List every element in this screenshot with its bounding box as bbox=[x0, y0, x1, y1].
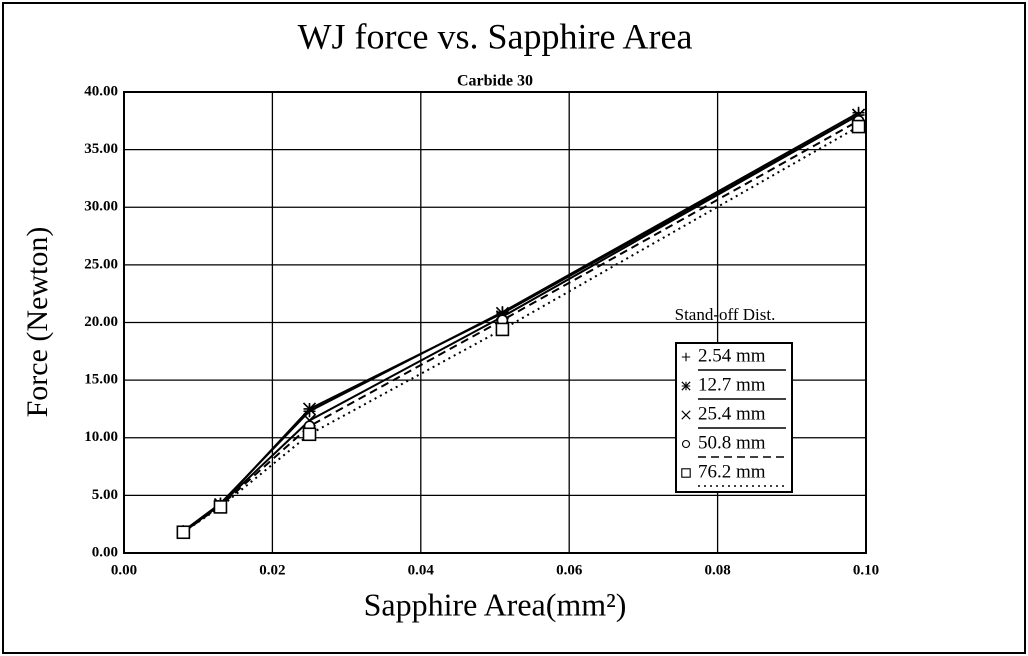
marker bbox=[302, 402, 317, 416]
legend-label: 25.4 mm bbox=[698, 403, 766, 424]
y-tick-label: 10.00 bbox=[84, 429, 118, 445]
y-axis-label: Force (Newton) bbox=[21, 227, 54, 418]
marker-shape bbox=[302, 402, 317, 416]
x-tick-label: 0.10 bbox=[853, 562, 879, 578]
marker bbox=[495, 322, 510, 337]
legend-label: 76.2 mm bbox=[698, 461, 766, 482]
marker bbox=[681, 381, 691, 391]
marker bbox=[681, 410, 691, 420]
marker-shape bbox=[681, 352, 691, 362]
marker-shape bbox=[851, 119, 866, 134]
y-tick-label: 35.00 bbox=[84, 141, 118, 157]
y-tick-label: 25.00 bbox=[84, 256, 118, 272]
marker bbox=[681, 439, 691, 449]
x-tick-label: 0.00 bbox=[111, 562, 137, 578]
marker bbox=[176, 525, 191, 540]
marker-shape bbox=[681, 381, 691, 391]
legend-title: Stand-off Dist. bbox=[675, 305, 776, 324]
marker-shape bbox=[681, 410, 691, 420]
marker bbox=[213, 500, 228, 514]
chart-subtitle: Carbide 30 bbox=[457, 73, 533, 90]
legend-box bbox=[675, 342, 793, 493]
marker-shape bbox=[176, 525, 191, 540]
series-line bbox=[182, 125, 860, 534]
x-tick-label: 0.02 bbox=[259, 562, 285, 578]
y-tick-label: 5.00 bbox=[92, 487, 118, 503]
marker-shape bbox=[302, 427, 317, 442]
marker-shape bbox=[495, 322, 510, 337]
x-tick-label: 0.04 bbox=[408, 562, 435, 578]
x-tick-label: 0.08 bbox=[704, 562, 730, 578]
legend-label: 2.54 mm bbox=[698, 345, 766, 366]
marker bbox=[681, 468, 691, 478]
marker-shape bbox=[213, 500, 228, 514]
legend-label: 50.8 mm bbox=[698, 432, 766, 453]
marker bbox=[302, 427, 317, 442]
y-tick-label: 30.00 bbox=[84, 199, 118, 215]
y-tick-label: 20.00 bbox=[84, 314, 118, 330]
y-tick-label: 0.00 bbox=[92, 544, 118, 560]
legend-label: 12.7 mm bbox=[698, 374, 766, 395]
marker-shape bbox=[681, 439, 691, 449]
x-axis-label: Sapphire Area(mm²) bbox=[364, 586, 627, 622]
y-tick-label: 15.00 bbox=[84, 372, 118, 388]
marker-shape bbox=[681, 468, 691, 478]
chart-title: WJ force vs. Sapphire Area bbox=[298, 16, 693, 56]
marker bbox=[851, 119, 866, 134]
y-tick-label: 40.00 bbox=[84, 83, 118, 99]
x-tick-label: 0.06 bbox=[556, 562, 583, 578]
marker bbox=[681, 352, 691, 362]
